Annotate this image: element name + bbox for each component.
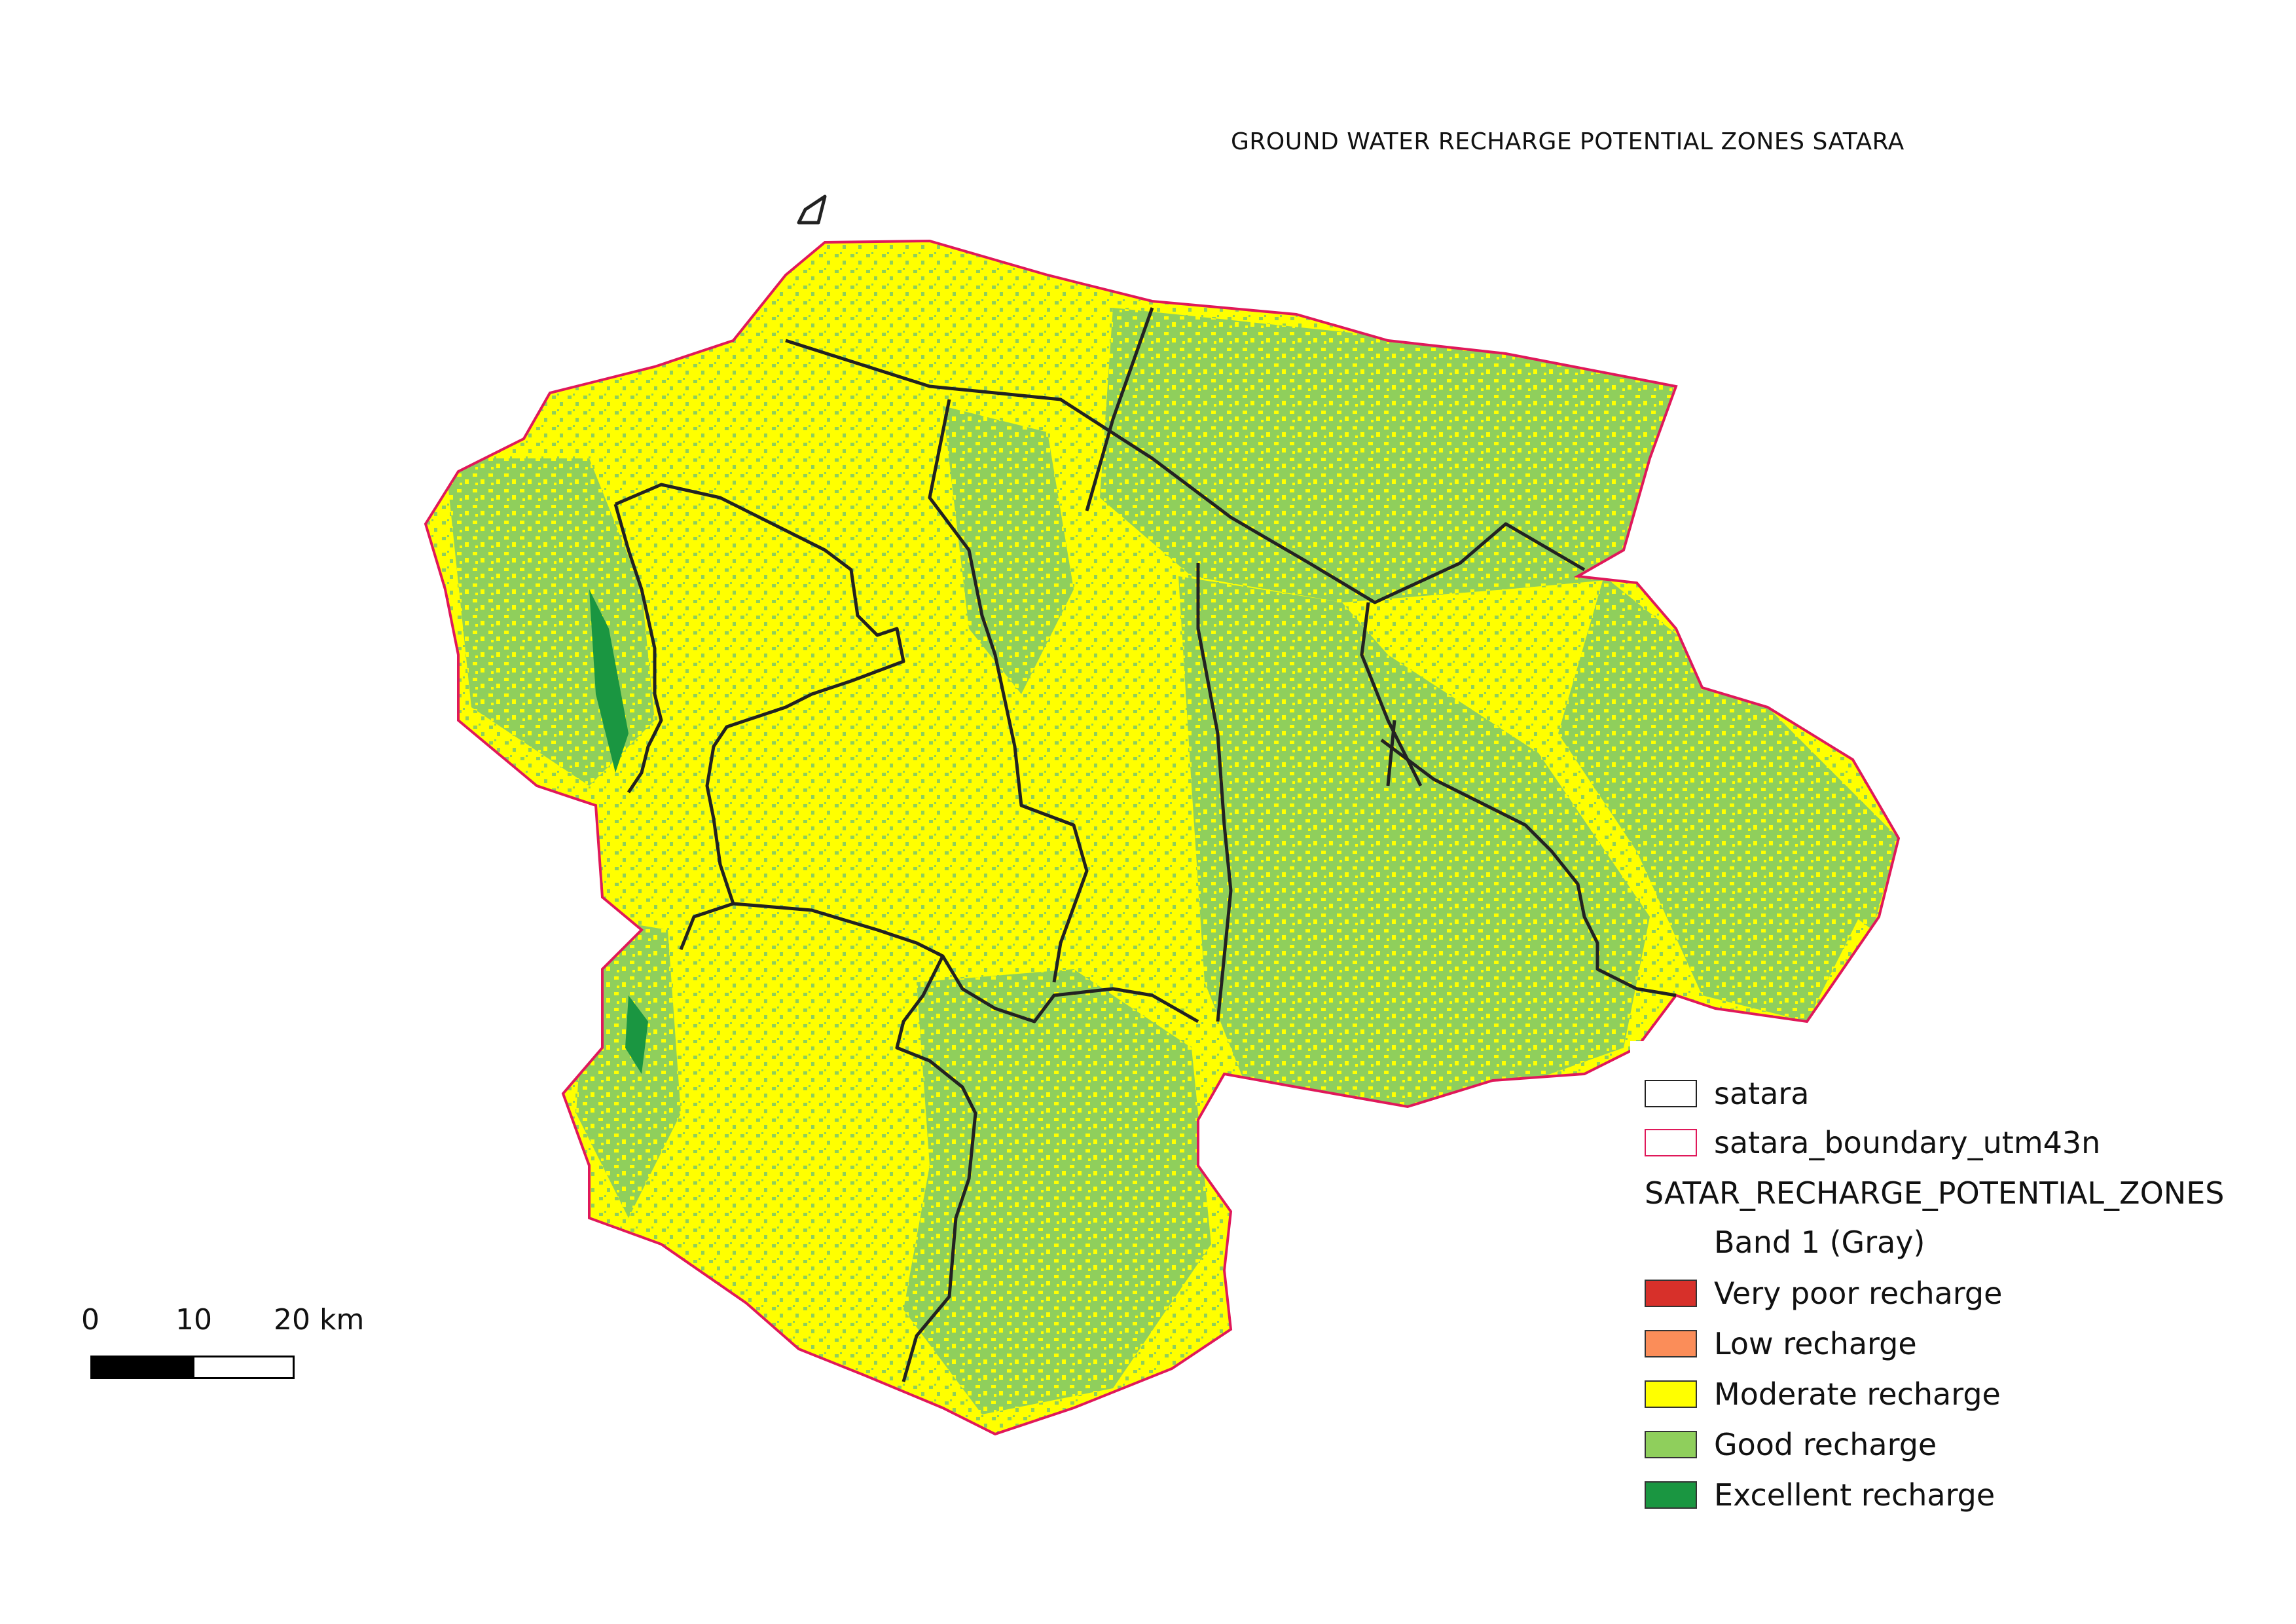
raster-band-label: Band 1 (Gray)	[1714, 1225, 1925, 1260]
very-poor-swatch	[1645, 1280, 1697, 1307]
scale-segment-black	[90, 1356, 192, 1379]
legend-label: satara_boundary_utm43n	[1714, 1125, 2101, 1160]
raster-layer-title: SATAR_RECHARGE_POTENTIAL_ZONES	[1645, 1175, 2225, 1211]
legend-item-satara: satara	[1645, 1074, 1809, 1113]
map-legend: satara satara_boundary_utm43n SATAR_RECH…	[1630, 1041, 2259, 1539]
scale-bar: 0 10 20 km	[77, 1303, 364, 1395]
legend-item-good: Good recharge	[1645, 1425, 1937, 1464]
legend-label: Excellent recharge	[1714, 1477, 1995, 1513]
legend-label: satara	[1714, 1076, 1810, 1111]
legend-label: Moderate recharge	[1714, 1376, 2001, 1412]
scale-tick-0: 0	[81, 1303, 100, 1337]
moderate-swatch	[1645, 1380, 1697, 1408]
legend-label: Very poor recharge	[1714, 1276, 2003, 1311]
taluka-boundaries	[613, 194, 1677, 1382]
legend-item-very-poor: Very poor recharge	[1645, 1274, 2002, 1313]
scale-tick-10: 10	[175, 1303, 212, 1337]
map-title: GROUND WATER RECHARGE POTENTIAL ZONES SA…	[1231, 128, 1904, 155]
legend-item-moderate: Moderate recharge	[1645, 1375, 2001, 1414]
legend-item-boundary: satara_boundary_utm43n	[1645, 1123, 2100, 1162]
boundary-swatch	[1645, 1129, 1697, 1156]
legend-item-excellent: Excellent recharge	[1645, 1475, 1995, 1515]
scale-segment-white	[192, 1356, 295, 1379]
excellent-swatch	[1645, 1481, 1697, 1509]
legend-label: Low recharge	[1714, 1326, 1917, 1361]
good-swatch	[1645, 1431, 1697, 1458]
low-swatch	[1645, 1330, 1697, 1357]
satara-swatch	[1645, 1080, 1697, 1107]
legend-label: Good recharge	[1714, 1427, 1937, 1462]
legend-item-low: Low recharge	[1645, 1324, 1917, 1363]
recharge-raster	[426, 241, 1899, 1434]
scale-tick-20: 20 km	[274, 1303, 365, 1337]
